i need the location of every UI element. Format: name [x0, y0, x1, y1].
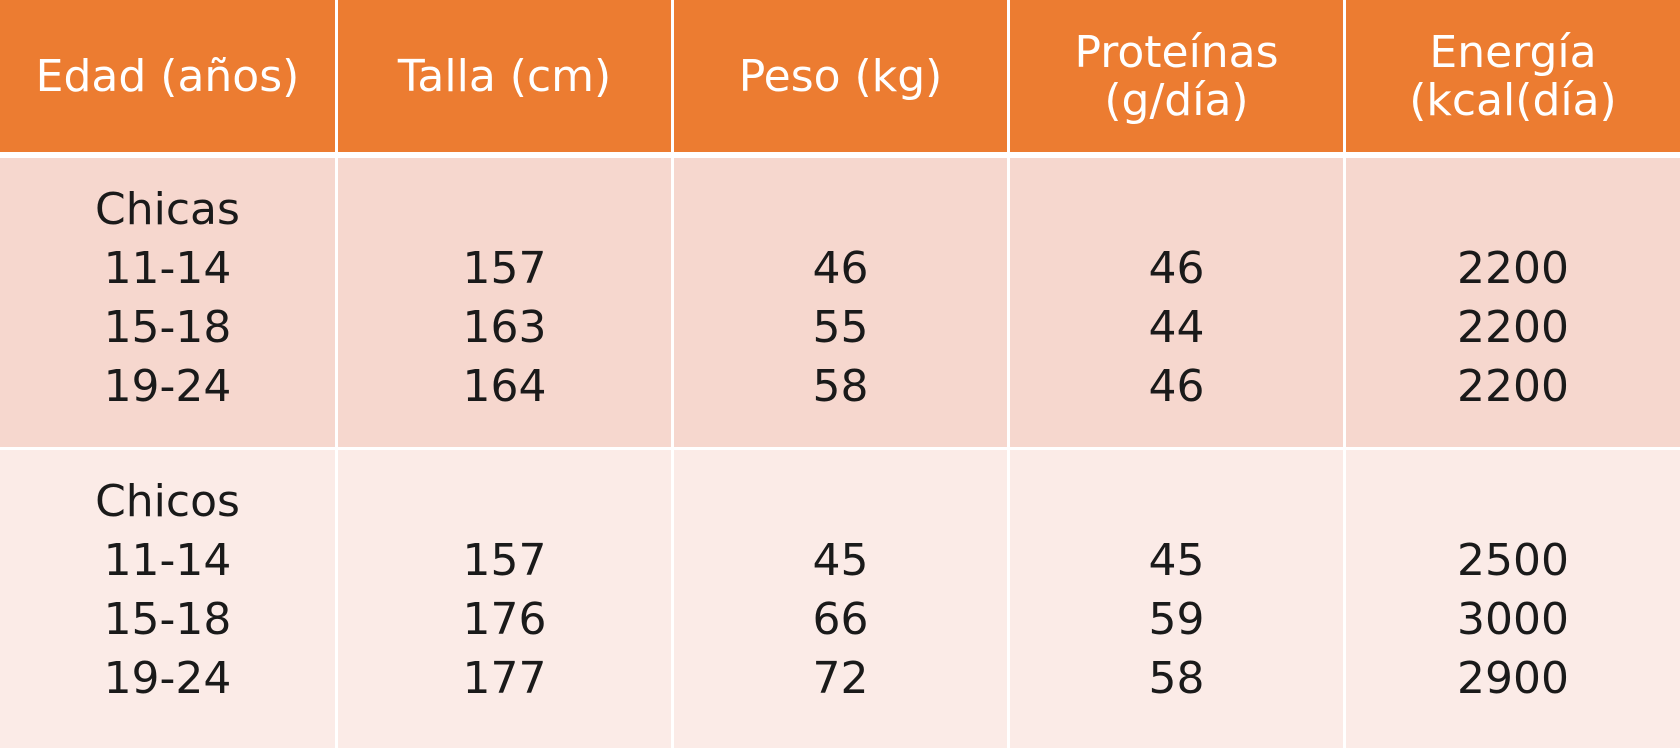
group-label: Chicas — [95, 184, 240, 235]
group-label: Chicos — [95, 476, 240, 527]
proteinas-value: 45 — [1148, 535, 1205, 586]
talla-value: 163 — [462, 302, 547, 353]
header-proteinas: Proteínas (g/día) — [1010, 0, 1346, 158]
energia-value: 2200 — [1457, 361, 1569, 412]
header-peso: Peso (kg) — [674, 0, 1010, 158]
age-range: 19-24 — [103, 653, 232, 704]
age-range: 11-14 — [103, 243, 232, 294]
header-edad: Edad (años) — [0, 0, 338, 158]
proteinas-value: 58 — [1148, 653, 1205, 704]
age-range: 15-18 — [103, 302, 232, 353]
peso-cell-chicos: 45 66 72 — [674, 450, 1010, 748]
peso-value: 72 — [812, 653, 869, 704]
energia-value: 2200 — [1457, 243, 1569, 294]
proteinas-value: 44 — [1148, 302, 1205, 353]
age-range: 19-24 — [103, 361, 232, 412]
talla-value: 176 — [462, 594, 547, 645]
header-energia: Energía (kcal(día) — [1346, 0, 1680, 158]
proteinas-value: 59 — [1148, 594, 1205, 645]
proteinas-cell-chicas: 46 44 46 — [1010, 158, 1346, 450]
talla-value: 177 — [462, 653, 547, 704]
energia-cell-chicos: 2500 3000 2900 — [1346, 450, 1680, 748]
peso-value: 55 — [812, 302, 869, 353]
peso-value: 45 — [812, 535, 869, 586]
energia-value: 3000 — [1457, 594, 1569, 645]
proteinas-value: 46 — [1148, 361, 1205, 412]
peso-cell-chicas: 46 55 58 — [674, 158, 1010, 450]
age-range: 15-18 — [103, 594, 232, 645]
header-talla: Talla (cm) — [338, 0, 674, 158]
proteinas-value: 46 — [1148, 243, 1205, 294]
energia-value: 2200 — [1457, 302, 1569, 353]
proteinas-cell-chicos: 45 59 58 — [1010, 450, 1346, 748]
talla-value: 157 — [462, 243, 547, 294]
energia-value: 2500 — [1457, 535, 1569, 586]
peso-value: 66 — [812, 594, 869, 645]
talla-value: 157 — [462, 535, 547, 586]
talla-value: 164 — [462, 361, 547, 412]
talla-cell-chicos: 157 176 177 — [338, 450, 674, 748]
talla-cell-chicas: 157 163 164 — [338, 158, 674, 450]
energia-value: 2900 — [1457, 653, 1569, 704]
energia-cell-chicas: 2200 2200 2200 — [1346, 158, 1680, 450]
group-cell-chicas: Chicas 11-14 15-18 19-24 — [0, 158, 338, 450]
age-range: 11-14 — [103, 535, 232, 586]
peso-value: 46 — [812, 243, 869, 294]
peso-value: 58 — [812, 361, 869, 412]
group-cell-chicos: Chicos 11-14 15-18 19-24 — [0, 450, 338, 748]
